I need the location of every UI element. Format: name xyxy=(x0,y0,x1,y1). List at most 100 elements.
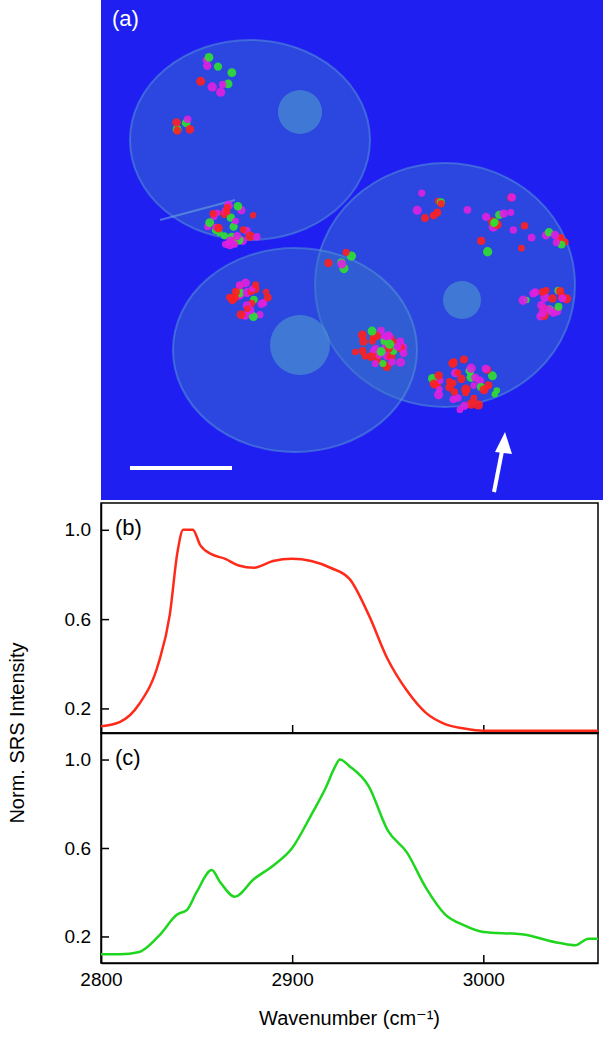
droplet xyxy=(230,293,239,302)
y-tick: 0.2 xyxy=(65,698,109,719)
droplet xyxy=(226,236,235,245)
x-axis-title: Wavenumber (cm⁻¹) xyxy=(259,1007,440,1029)
droplet xyxy=(461,385,471,395)
droplet xyxy=(214,62,222,70)
droplet xyxy=(368,327,377,336)
droplet xyxy=(437,198,445,206)
droplet xyxy=(455,369,462,376)
y-tick: 0.2 xyxy=(65,926,109,947)
droplet xyxy=(467,364,476,373)
y-tick-label: 0.2 xyxy=(65,926,91,947)
droplet xyxy=(172,118,181,127)
y-tick: 1.0 xyxy=(65,749,109,770)
droplet xyxy=(437,200,444,207)
droplet xyxy=(219,81,227,89)
plot-frame xyxy=(101,733,598,963)
droplet xyxy=(184,115,192,123)
x-tick-mark xyxy=(292,725,294,733)
y-tick-mark xyxy=(101,848,109,850)
y-tick-mark xyxy=(101,936,109,938)
droplet xyxy=(499,210,507,218)
droplet xyxy=(429,379,438,388)
droplet xyxy=(521,222,529,230)
droplet xyxy=(413,206,422,215)
droplet xyxy=(556,287,564,295)
y-tick-label: 0.2 xyxy=(65,698,91,719)
fiber xyxy=(160,200,235,220)
x-tick xyxy=(292,725,293,733)
droplet xyxy=(214,224,223,233)
droplet xyxy=(216,88,225,97)
droplet xyxy=(555,303,563,311)
droplet xyxy=(528,234,536,242)
x-tick: 2900 xyxy=(272,955,314,990)
droplet xyxy=(244,305,251,312)
y-axis: 0.2 0.6 1.0 xyxy=(65,504,109,734)
y-tick-mark xyxy=(101,619,109,621)
y-tick-label: 0.6 xyxy=(65,838,91,859)
x-tick-label: 2800 xyxy=(80,969,122,990)
droplet xyxy=(482,365,490,373)
droplet xyxy=(482,213,490,221)
y-tick: 1.0 xyxy=(65,519,109,540)
droplet xyxy=(551,231,560,240)
nucleus xyxy=(270,315,330,375)
chart-panel: 0.2 0.6 1.0 (b) xyxy=(65,503,599,734)
x-tick-label: 3000 xyxy=(463,969,505,990)
droplet xyxy=(394,343,402,351)
nucleus xyxy=(278,90,322,134)
droplet xyxy=(240,226,247,233)
droplet xyxy=(445,383,454,392)
droplet xyxy=(421,214,429,222)
droplet xyxy=(237,310,246,319)
droplet xyxy=(507,209,514,216)
cell-image xyxy=(101,0,603,500)
spectrum-line xyxy=(101,760,598,955)
droplet xyxy=(205,53,214,62)
y-axis-title: Norm. SRS Intensity xyxy=(6,642,28,823)
droplet xyxy=(418,189,425,196)
figure: (a)0.20.61.0(b)Norm. SRS Intensity280029… xyxy=(0,0,603,1050)
image-background xyxy=(101,0,603,500)
droplet xyxy=(372,360,379,367)
droplet xyxy=(352,349,359,356)
cell xyxy=(173,248,417,452)
droplet xyxy=(537,301,546,310)
droplet xyxy=(359,347,367,355)
droplet xyxy=(539,288,546,295)
droplet xyxy=(385,340,394,349)
droplet xyxy=(257,300,265,308)
droplet xyxy=(379,360,386,367)
droplet xyxy=(430,212,438,220)
arrow-head xyxy=(495,432,512,454)
spectrum-line xyxy=(101,530,598,731)
droplet xyxy=(234,202,243,211)
y-tick-label: 1.0 xyxy=(65,749,91,770)
y-tick-label: 1.0 xyxy=(65,519,91,540)
droplet xyxy=(196,77,205,86)
droplet xyxy=(477,237,485,245)
y-axis: 0.2 0.6 1.0 xyxy=(65,734,109,964)
droplet xyxy=(233,232,241,240)
droplet xyxy=(474,400,483,409)
droplet xyxy=(264,293,272,301)
y-tick-mark xyxy=(101,708,109,710)
y-tick-mark xyxy=(101,759,109,761)
droplet xyxy=(232,218,239,225)
droplet xyxy=(342,249,349,256)
y-tick-label: 0.6 xyxy=(65,609,91,630)
panel-label: (b) xyxy=(115,515,142,540)
arrow-shaft xyxy=(494,446,503,492)
x-tick: 3000 xyxy=(463,955,505,990)
droplet xyxy=(400,349,408,357)
droplet xyxy=(518,245,525,252)
scale-bar xyxy=(130,466,232,470)
droplet xyxy=(470,395,477,402)
plot-frame xyxy=(101,503,598,733)
droplet xyxy=(324,259,333,268)
droplet xyxy=(490,220,497,227)
droplet xyxy=(518,296,527,305)
y-tick-mark xyxy=(101,530,109,532)
droplet xyxy=(454,394,461,401)
droplet xyxy=(208,82,217,91)
